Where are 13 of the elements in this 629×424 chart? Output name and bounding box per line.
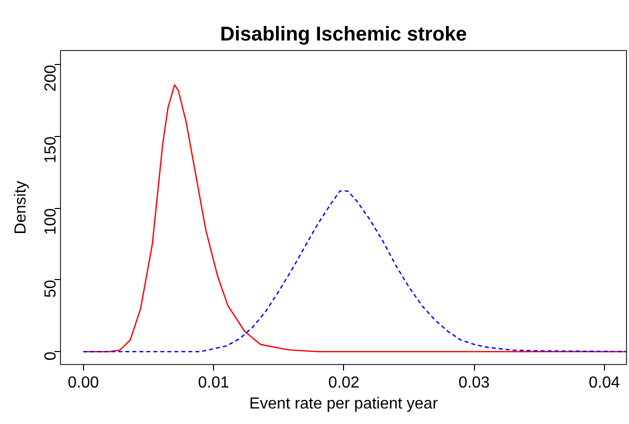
y-tick-label: 200 [42,64,60,92]
x-tick-label: 0.01 [198,374,230,392]
x-tick-label: 0.00 [68,374,99,392]
x-tick-label: 0.04 [588,374,620,392]
y-tick-label: 0 [42,351,60,360]
x-tick-label: 0.02 [328,374,360,392]
y-tick-label: 100 [42,208,60,235]
x-axis-title: Event rate per patient year [249,396,438,412]
y-axis-title: Density [12,180,30,234]
chart-title: Disabling Ischemic stroke [220,24,467,46]
y-tick-label: 150 [42,136,60,164]
x-tick-label: 0.03 [458,374,490,392]
y-tick-label: 50 [42,280,60,298]
